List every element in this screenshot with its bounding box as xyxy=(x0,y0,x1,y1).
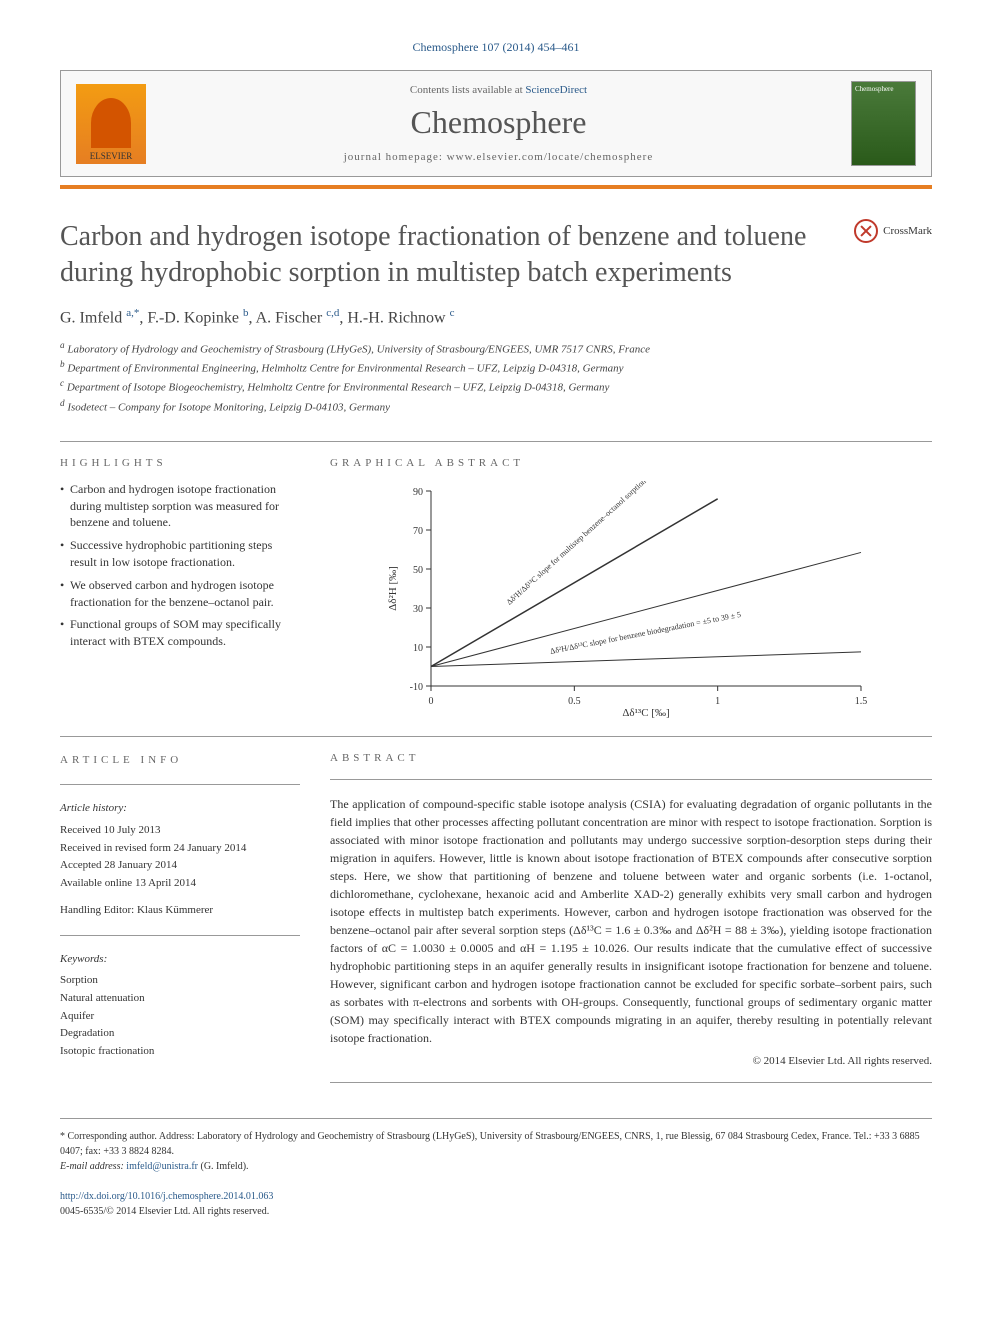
highlight-item: Carbon and hydrogen isotope fractionatio… xyxy=(60,481,300,531)
sciencedirect-link[interactable]: ScienceDirect xyxy=(525,84,587,96)
svg-text:70: 70 xyxy=(413,526,423,537)
authors-list: G. Imfeld a,*, F.-D. Kopinke b, A. Fisch… xyxy=(60,307,932,327)
article-title: Carbon and hydrogen isotope fractionatio… xyxy=(60,219,854,292)
divider-bar xyxy=(60,185,932,189)
copyright-line: © 2014 Elsevier Ltd. All rights reserved… xyxy=(330,1055,932,1067)
email-link[interactable]: imfeld@unistra.fr xyxy=(126,1161,198,1172)
journal-url[interactable]: www.elsevier.com/locate/chemosphere xyxy=(447,151,654,163)
svg-text:1: 1 xyxy=(715,696,720,707)
footer: * Corresponding author. Address: Laborat… xyxy=(60,1118,932,1219)
keyword-item: Aquifer xyxy=(60,1008,300,1026)
svg-text:Δδ²H/Δδ¹³C slope for benzene b: Δδ²H/Δδ¹³C slope for benzene biodegradat… xyxy=(549,610,741,656)
svg-text:Δδ²H/Δδ¹³C slope for multistep: Δδ²H/Δδ¹³C slope for multistep benzene–o… xyxy=(505,481,669,607)
svg-text:-10: -10 xyxy=(410,682,423,693)
history-item: Received in revised form 24 January 2014 xyxy=(60,840,300,858)
highlight-item: Successive hydrophobic partitioning step… xyxy=(60,537,300,571)
journal-reference: Chemosphere 107 (2014) 454–461 xyxy=(60,40,932,55)
journal-cover-thumbnail: Chemosphere xyxy=(851,81,916,166)
svg-text:1.5: 1.5 xyxy=(855,696,868,707)
corresponding-author: * Corresponding author. Address: Laborat… xyxy=(60,1129,932,1159)
abstract-label: ABSTRACT xyxy=(330,752,932,764)
abstract-text: The application of compound-specific sta… xyxy=(330,795,932,1047)
journal-header: ELSEVIER Contents lists available at Sci… xyxy=(60,70,932,177)
highlights-section: HIGHLIGHTS Carbon and hydrogen isotope f… xyxy=(60,457,300,721)
contents-available: Contents lists available at ScienceDirec… xyxy=(146,84,851,96)
keywords-head: Keywords: xyxy=(60,951,300,969)
keyword-item: Sorption xyxy=(60,972,300,990)
svg-text:10: 10 xyxy=(413,643,423,654)
email-line: E-mail address: imfeld@unistra.fr (G. Im… xyxy=(60,1159,932,1174)
svg-text:50: 50 xyxy=(413,565,423,576)
keyword-item: Degradation xyxy=(60,1025,300,1043)
svg-text:0.5: 0.5 xyxy=(568,696,581,707)
graphical-abstract-section: GRAPHICAL ABSTRACT 0 0.5 1 1.5 -10 10 30 50 70 90… xyxy=(330,457,932,721)
history-item: Available online 13 April 2014 xyxy=(60,875,300,893)
keyword-item: Isotopic fractionation xyxy=(60,1043,300,1061)
article-info-label: ARTICLE INFO xyxy=(60,752,300,770)
history-item: Accepted 28 January 2014 xyxy=(60,857,300,875)
svg-text:0: 0 xyxy=(429,696,434,707)
abstract-section: ABSTRACT The application of compound-spe… xyxy=(330,752,932,1098)
crossmark-icon xyxy=(854,219,878,243)
highlights-label: HIGHLIGHTS xyxy=(60,457,300,469)
graphical-abstract-chart: 0 0.5 1 1.5 -10 10 30 50 70 90 Δδ²H/Δδ¹³C slope fo… xyxy=(330,481,932,721)
divider xyxy=(60,441,932,442)
doi-link[interactable]: http://dx.doi.org/10.1016/j.chemosphere.… xyxy=(60,1189,932,1204)
article-history-head: Article history: xyxy=(60,800,300,818)
history-item: Received 10 July 2013 xyxy=(60,822,300,840)
affiliations: a Laboratory of Hydrology and Geochemist… xyxy=(60,339,932,416)
graphical-abstract-label: GRAPHICAL ABSTRACT xyxy=(330,457,932,469)
article-info-section: ARTICLE INFO Article history: Received 1… xyxy=(60,752,300,1098)
svg-text:Δδ²H [‰]: Δδ²H [‰] xyxy=(387,566,399,611)
journal-homepage: journal homepage: www.elsevier.com/locat… xyxy=(146,151,851,163)
elsevier-logo: ELSEVIER xyxy=(76,84,146,164)
svg-text:Δδ¹³C [‰]: Δδ¹³C [‰] xyxy=(622,707,669,719)
journal-name: Chemosphere xyxy=(146,104,851,141)
keyword-item: Natural attenuation xyxy=(60,990,300,1008)
divider xyxy=(60,736,932,737)
svg-text:90: 90 xyxy=(413,487,423,498)
handling-editor: Handling Editor: Klaus Kümmerer xyxy=(60,902,300,920)
crossmark-badge[interactable]: CrossMark xyxy=(854,219,932,243)
issn-copyright: 0045-6535/© 2014 Elsevier Ltd. All right… xyxy=(60,1204,932,1219)
highlight-item: Functional groups of SOM may specificall… xyxy=(60,616,300,650)
svg-text:30: 30 xyxy=(413,604,423,615)
highlight-item: We observed carbon and hydrogen isotope … xyxy=(60,577,300,611)
